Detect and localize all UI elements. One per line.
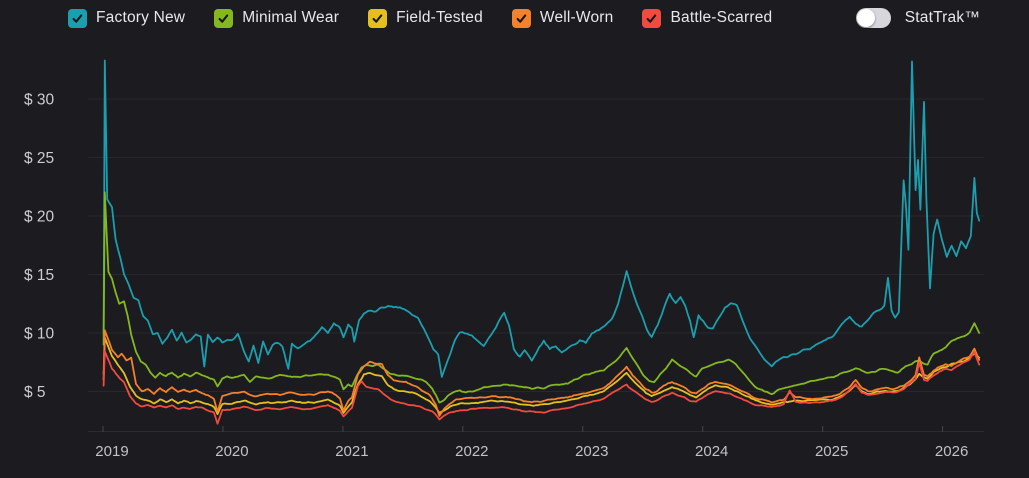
series-line-field-tested [102, 336, 981, 415]
x-axis-tick-label: 2023 [575, 443, 608, 460]
legend-item-well-worn[interactable]: Well-Worn [511, 8, 614, 28]
checkbox-well-worn[interactable] [511, 8, 531, 28]
legend-label-minimal-wear: Minimal Wear [242, 9, 340, 26]
y-axis-tick-label: $ 20 [24, 209, 55, 226]
legend-label-factory-new: Factory New [96, 9, 186, 26]
checkbox-minimal-wear[interactable] [214, 8, 234, 28]
x-axis-tick-label: 2026 [935, 443, 968, 460]
x-axis-tick-label: 2021 [335, 443, 368, 460]
legend-bar: Factory New Minimal Wear Field-Tested We… [0, 7, 1029, 29]
legend-item-minimal-wear[interactable]: Minimal Wear [214, 8, 340, 28]
legend-label-well-worn: Well-Worn [539, 9, 614, 26]
legend-item-factory-new[interactable]: Factory New [68, 8, 186, 28]
stattrak-toggle[interactable] [855, 8, 891, 28]
checkmark-icon [218, 13, 229, 23]
checkmark-icon [72, 13, 83, 23]
series-line-battle-scarred [102, 350, 981, 425]
y-axis-tick-label: $ 5 [24, 384, 46, 401]
x-axis-tick-label: 2022 [455, 443, 488, 460]
x-axis-tick-label: 2025 [815, 443, 848, 460]
y-axis-tick-label: $ 30 [24, 91, 55, 108]
series-line-well-worn [102, 329, 981, 417]
checkbox-factory-new[interactable] [68, 8, 87, 28]
x-axis-tick-label: 2020 [215, 443, 248, 460]
checkmark-icon [372, 13, 383, 23]
legend-label-battle-scarred: Battle-Scarred [670, 9, 773, 26]
checkbox-field-tested[interactable] [368, 8, 388, 28]
checkmark-icon [647, 13, 657, 23]
legend-item-field-tested[interactable]: Field-Tested [368, 8, 483, 28]
checkbox-battle-scarred[interactable] [642, 8, 662, 28]
y-axis-tick-label: $ 25 [24, 150, 54, 167]
checkmark-icon [516, 13, 527, 23]
legend-label-field-tested: Field-Tested [396, 9, 483, 26]
stattrak-toggle-group: StatTrak™ [855, 8, 980, 28]
y-axis-tick-label: $ 10 [24, 326, 55, 343]
series-line-factory-new [102, 59, 981, 378]
y-axis-tick-label: $ 15 [24, 267, 54, 284]
x-axis-tick-label: 2024 [695, 443, 728, 460]
toggle-knob [856, 9, 875, 27]
legend-item-battle-scarred[interactable]: Battle-Scarred [642, 8, 773, 28]
stattrak-label: StatTrak™ [904, 9, 980, 26]
series-line-minimal-wear [102, 191, 981, 404]
x-axis-tick-label: 2019 [95, 443, 128, 460]
